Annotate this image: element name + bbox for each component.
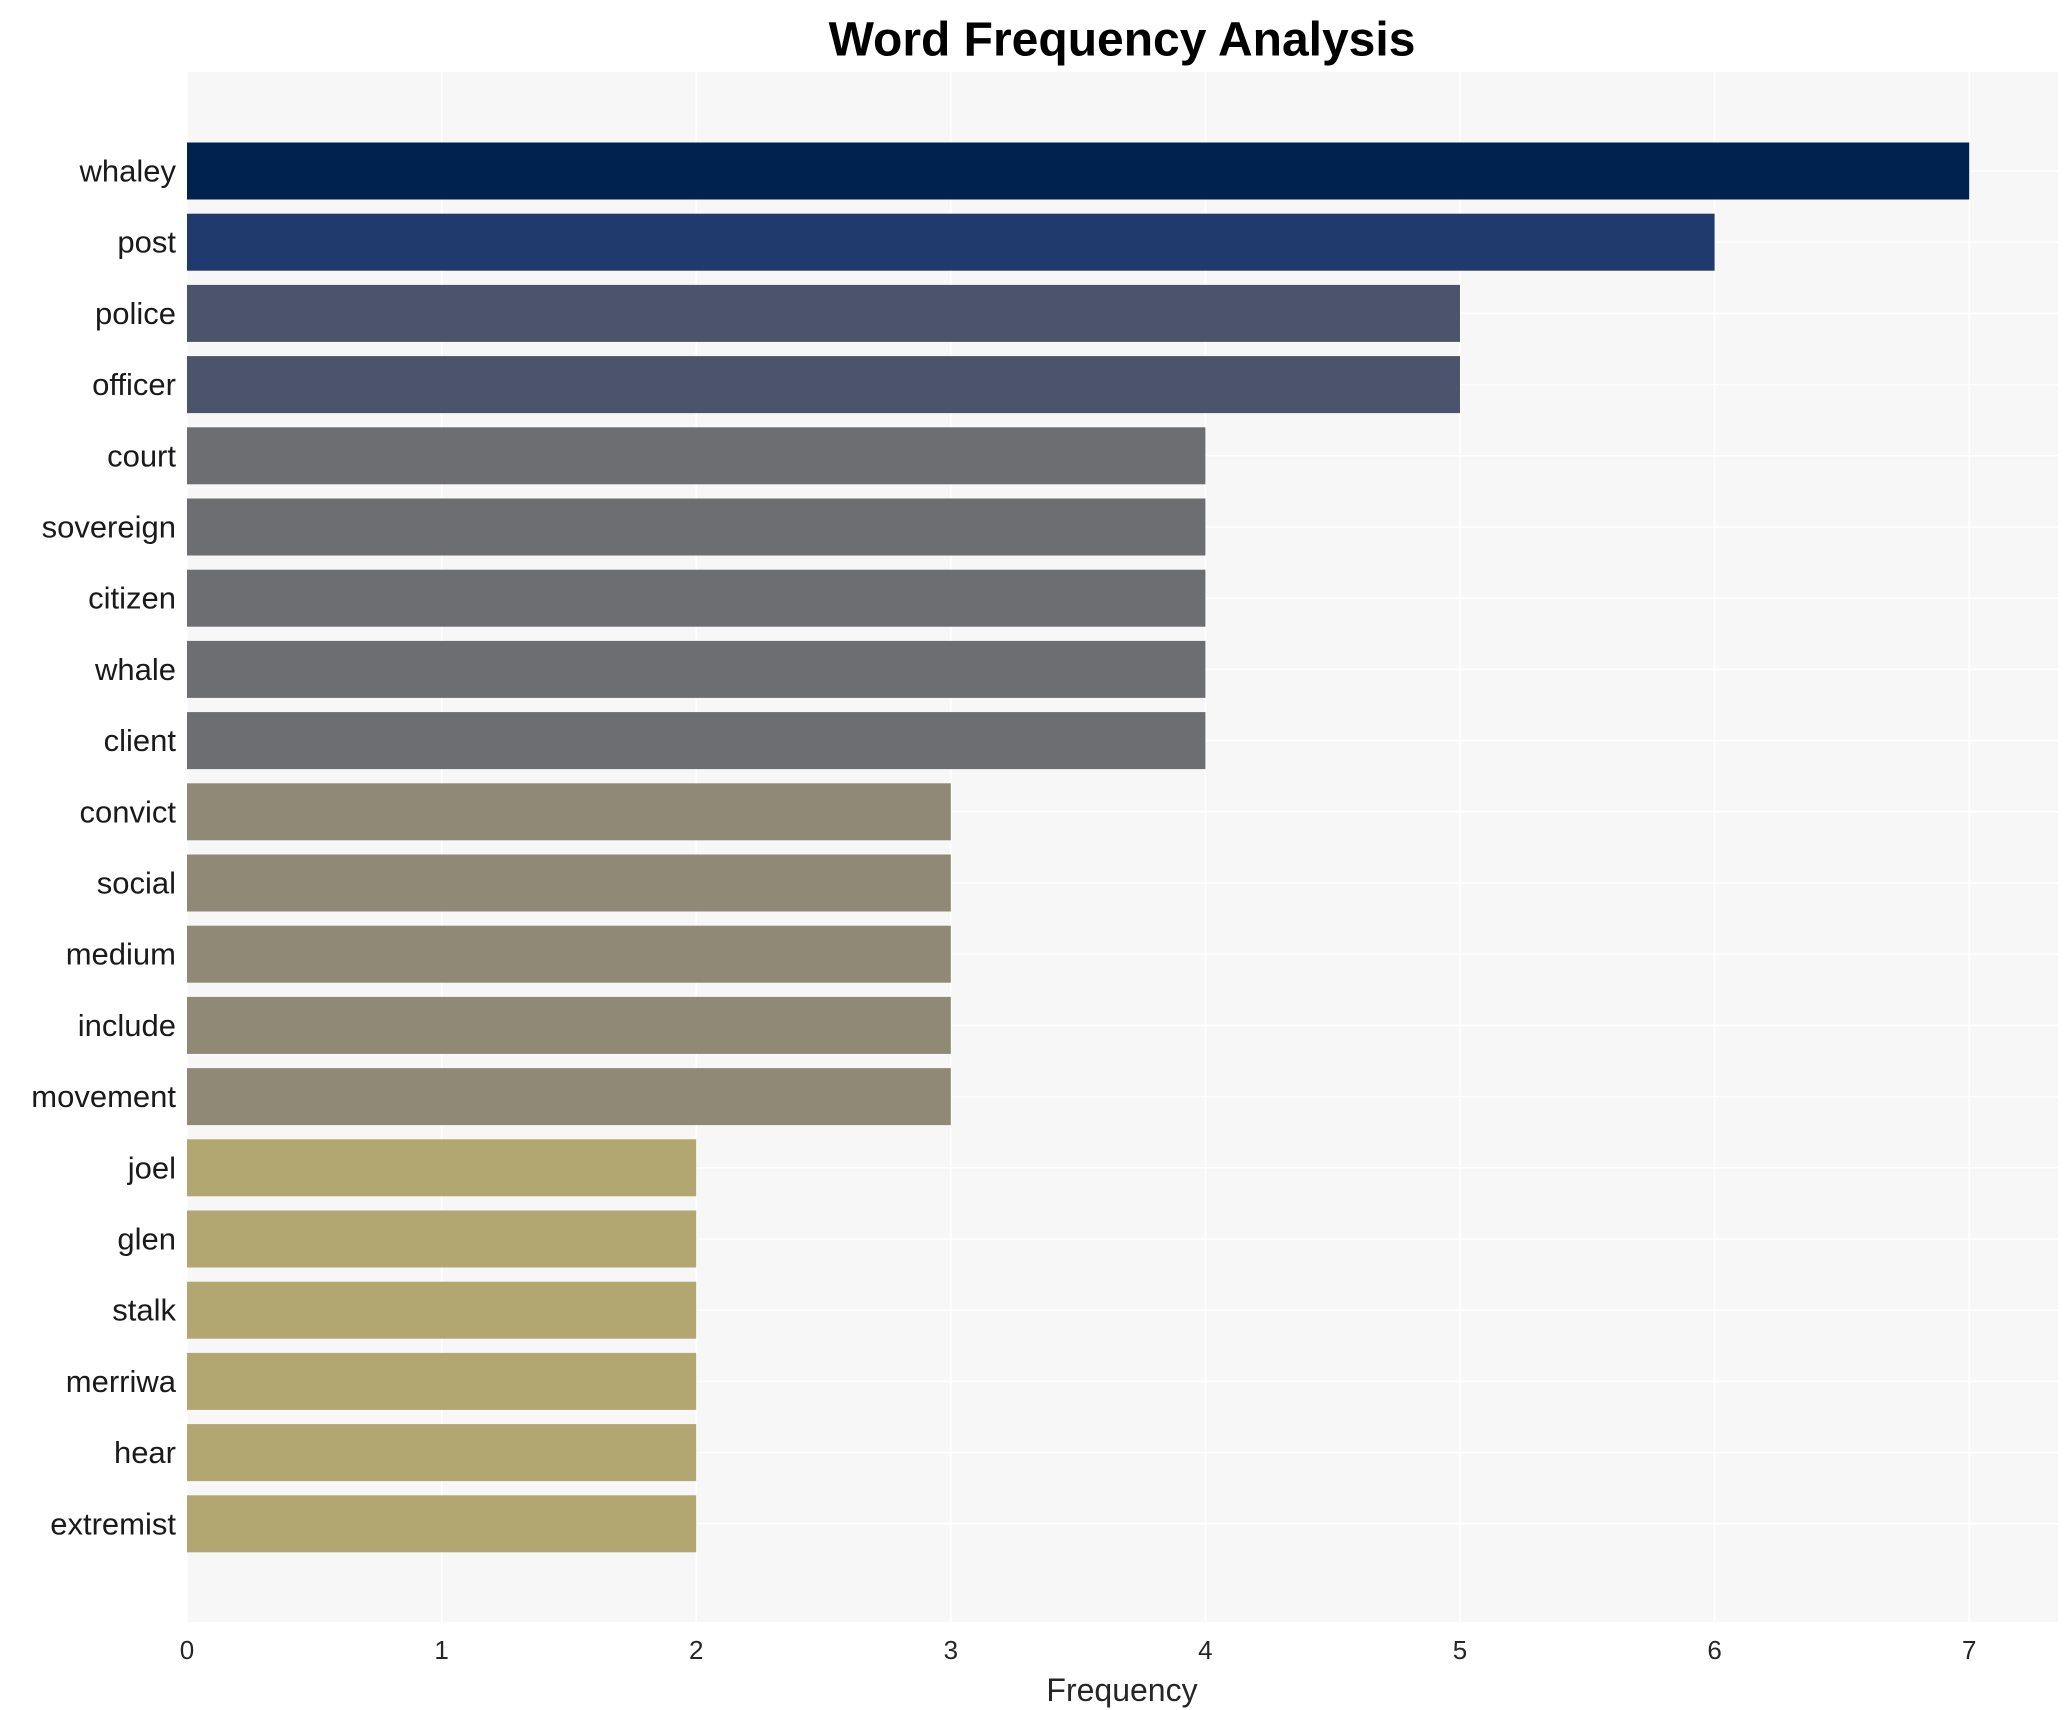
bar-post <box>187 213 1715 271</box>
chart-title: Word Frequency Analysis <box>829 14 1416 67</box>
category-label: post <box>117 225 176 260</box>
y-tick-labels: whaley post police officer court sovereign cit… <box>31 154 176 1542</box>
bar-medium <box>187 925 951 983</box>
bar-citizen <box>187 569 1206 627</box>
bar-sovereign <box>187 498 1206 556</box>
category-label: glen <box>117 1222 176 1257</box>
bar-officer <box>187 356 1460 414</box>
bars <box>187 142 1970 1553</box>
category-label: officer <box>92 367 176 402</box>
x-tick-label: 6 <box>1707 1635 1721 1665</box>
category-label: extremist <box>50 1506 176 1541</box>
x-tick-label: 1 <box>434 1635 448 1665</box>
x-tick-label: 5 <box>1453 1635 1467 1665</box>
x-tick-label: 0 <box>180 1635 194 1665</box>
bar-stalk <box>187 1281 697 1339</box>
category-label: court <box>107 438 176 473</box>
x-tick-label: 2 <box>689 1635 703 1665</box>
bar-glen <box>187 1210 697 1268</box>
bar-joel <box>187 1139 697 1197</box>
bar-include <box>187 996 951 1054</box>
x-tick-label: 4 <box>1198 1635 1212 1665</box>
bar-merriwa <box>187 1352 697 1410</box>
bar-convict <box>187 783 951 841</box>
category-label: client <box>104 723 177 758</box>
bar-hear <box>187 1424 697 1482</box>
category-label: police <box>95 296 176 331</box>
category-label: stalk <box>112 1293 176 1328</box>
category-label: movement <box>31 1079 176 1114</box>
bar-police <box>187 284 1460 342</box>
x-tick-label: 3 <box>944 1635 958 1665</box>
bar-social <box>187 854 951 912</box>
category-label: citizen <box>88 581 176 616</box>
category-label: whaley <box>79 154 177 189</box>
bar-client <box>187 712 1206 770</box>
x-axis-title: Frequency <box>1046 1672 1197 1708</box>
category-label: hear <box>114 1435 176 1470</box>
category-label: social <box>97 866 176 901</box>
category-label: joel <box>127 1150 176 1185</box>
category-label: include <box>78 1008 176 1043</box>
x-tick-labels: 0 1 2 3 4 5 6 7 <box>180 1635 1977 1665</box>
category-label: sovereign <box>42 510 176 545</box>
category-label: convict <box>80 794 177 829</box>
category-label: whale <box>94 652 176 687</box>
bar-extremist <box>187 1495 697 1553</box>
bar-movement <box>187 1068 951 1126</box>
category-label: merriwa <box>66 1364 177 1399</box>
bar-whaley <box>187 142 1970 200</box>
bar-whale <box>187 640 1206 698</box>
x-tick-label: 7 <box>1962 1635 1976 1665</box>
category-label: medium <box>66 937 176 972</box>
bar-court <box>187 427 1206 485</box>
